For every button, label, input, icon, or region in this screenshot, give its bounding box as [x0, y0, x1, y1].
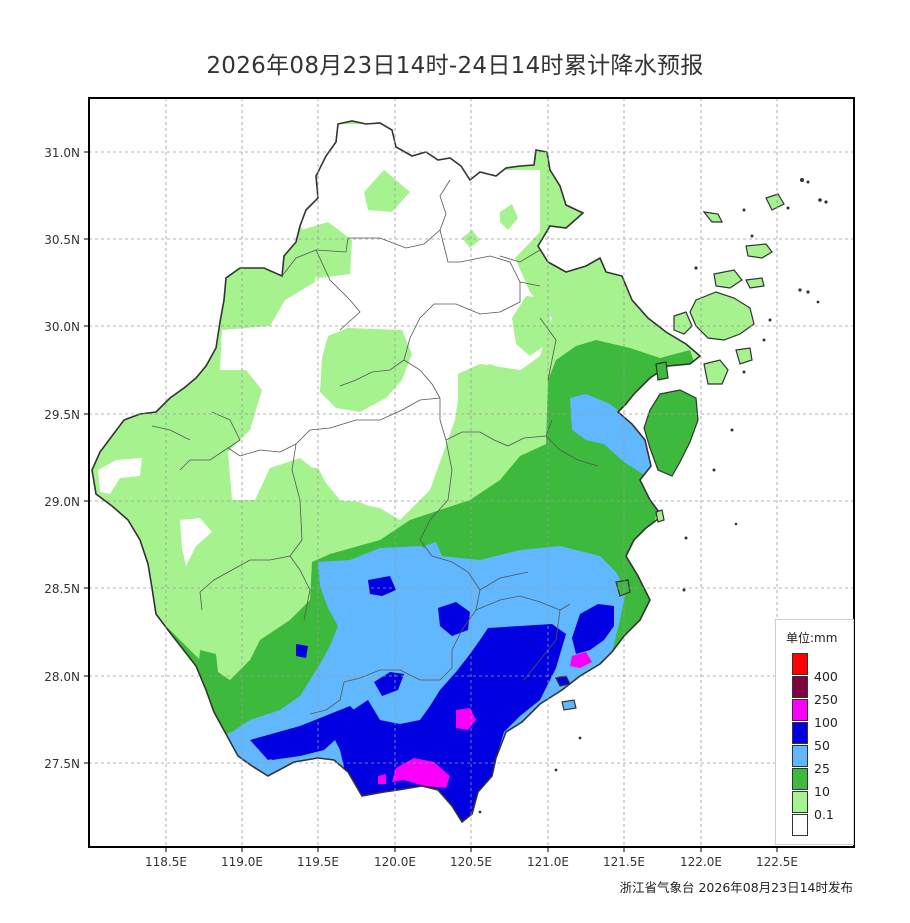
longitude-labels: 118.5E 119.0E 119.5E 120.0E 120.5E 121.0…: [145, 855, 798, 869]
no-rain-area: [98, 458, 142, 494]
rain-25-50mm-patch: [424, 542, 442, 562]
legend-swatch: [792, 791, 808, 813]
rain-50-100mm-area: [250, 706, 360, 760]
legend-swatch: [792, 722, 808, 744]
island: [673, 311, 693, 335]
island: [735, 347, 753, 365]
island: [702, 211, 723, 223]
map-title: 2026年08月23日14时-24日14时累计降水预报: [206, 53, 704, 79]
rain-50-100mm-patch: [438, 602, 470, 636]
lon-tick-label: 119.5E: [297, 855, 339, 869]
lon-tick-label: 119.0E: [221, 855, 263, 869]
graticule: [89, 98, 854, 847]
legend-label: 100: [814, 715, 838, 730]
rain-25-50mm-patch: [570, 394, 656, 476]
legend: 单位:mm 400 250 100 50 25 10 0.1: [775, 619, 854, 845]
light-rain-patch: [500, 204, 518, 230]
rain-100-250mm-patch: [378, 774, 386, 784]
lon-tick-label: 121.5E: [603, 855, 645, 869]
legend-label: 400: [814, 669, 838, 684]
legend-title: 单位:mm: [786, 631, 838, 645]
latitude-labels: 31.0N 30.5N 30.0N 29.5N 29.0N 28.5N 28.0…: [44, 146, 80, 771]
rain-100-250mm-patch: [392, 758, 450, 788]
legend-label: 250: [814, 692, 838, 707]
lat-tick-label: 28.0N: [44, 670, 80, 684]
rain-50-100mm-patch: [374, 672, 404, 696]
offshore-islands: [555, 193, 785, 711]
island: [745, 277, 765, 289]
rain-100-250mm-patch: [570, 652, 592, 668]
lon-tick-label: 122.0E: [680, 855, 722, 869]
light-rain-patch: [320, 328, 412, 412]
island: [713, 269, 743, 289]
legend-swatch: [792, 814, 808, 836]
lat-tick-label: 30.5N: [44, 233, 80, 247]
legend-swatch: [792, 768, 808, 790]
legend-label: 10: [814, 784, 830, 799]
legend-swatch: [792, 745, 808, 767]
light-rain-patch: [364, 170, 410, 212]
light-rain-patch: [512, 296, 552, 356]
rain-50-100mm-patch: [572, 604, 614, 654]
lon-tick-label: 122.5E: [756, 855, 798, 869]
lon-tick-label: 118.5E: [145, 855, 187, 869]
small-islets: [478, 178, 828, 814]
lat-tick-label: 30.0N: [44, 320, 80, 334]
legend-label: 50: [814, 738, 830, 753]
lon-tick-label: 120.0E: [374, 855, 416, 869]
light-rain-patch: [288, 466, 396, 552]
rain-50-100mm-patch: [296, 644, 308, 658]
island: [555, 675, 571, 687]
island: [689, 291, 755, 341]
tick-marks: [84, 151, 778, 852]
legend-label: 25: [814, 761, 830, 776]
lat-tick-label: 27.5N: [44, 757, 80, 771]
light-rain-patch: [458, 364, 548, 446]
island: [765, 193, 785, 211]
island: [655, 361, 669, 381]
lat-tick-label: 29.5N: [44, 408, 80, 422]
no-rain-area: [180, 518, 212, 566]
island: [643, 389, 699, 477]
island: [745, 243, 773, 259]
lat-tick-label: 28.5N: [44, 582, 80, 596]
lon-tick-label: 120.5E: [450, 855, 492, 869]
rain-50-100mm-patch: [368, 576, 396, 596]
island: [561, 699, 577, 711]
island: [655, 509, 665, 523]
legend-swatch: [792, 653, 808, 675]
light-rain-patch: [295, 222, 352, 278]
legend-swatch: [792, 676, 808, 698]
legend-swatch: [792, 699, 808, 721]
island: [703, 359, 729, 385]
issuer-footer: 浙江省气象台 2026年08月23日14时发布: [619, 880, 853, 895]
rain-10-25mm-patch: [198, 650, 218, 690]
lat-tick-label: 31.0N: [44, 146, 80, 160]
legend-label: 0.1: [814, 807, 834, 822]
lon-tick-label: 121.0E: [527, 855, 569, 869]
no-rain-area: [220, 124, 552, 520]
city-boundaries: [151, 179, 599, 715]
lat-tick-label: 29.0N: [44, 495, 80, 509]
